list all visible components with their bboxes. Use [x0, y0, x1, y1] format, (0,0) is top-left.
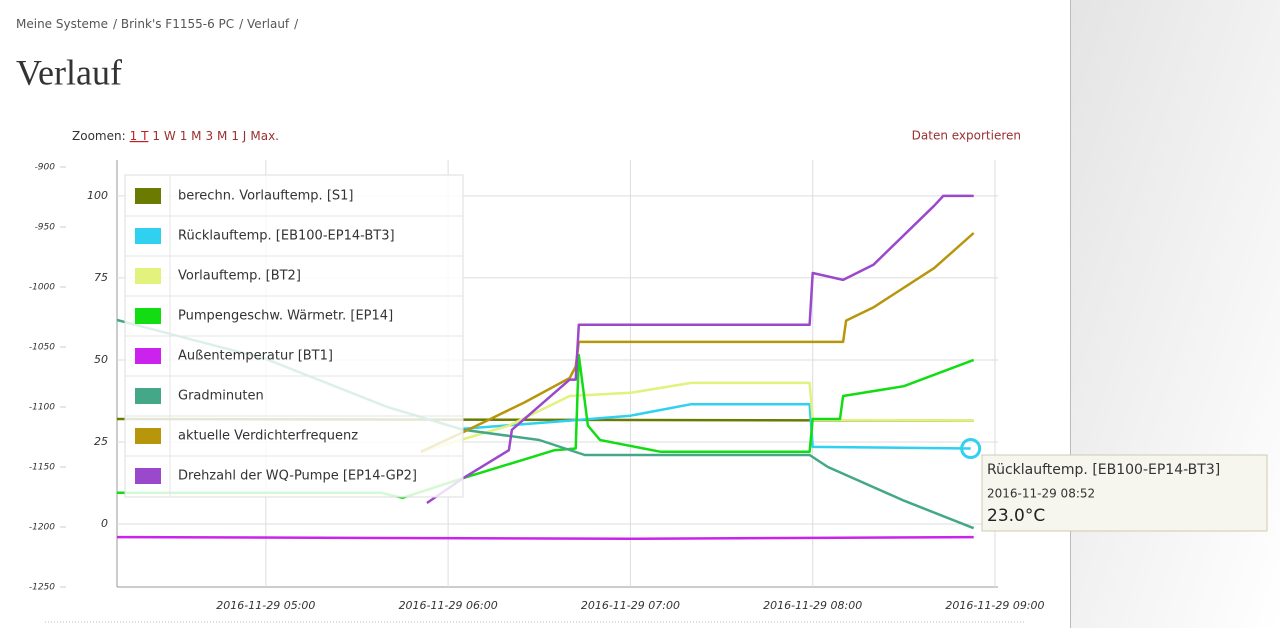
series-line [426, 194, 974, 505]
y2-tick-label: -950 [35, 223, 56, 233]
legend-label[interactable]: Rücklauftemp. [EB100-EP14-BT3] [178, 229, 395, 244]
legend-label[interactable]: berechn. Vorlauftemp. [S1] [178, 189, 354, 204]
series-line [420, 381, 974, 453]
tooltip-time: 2016-11-29 08:52 [987, 487, 1095, 501]
y2-tick-label: -900 [35, 163, 56, 173]
y-tick-label: 100 [87, 189, 108, 202]
tooltip-box [981, 454, 1268, 532]
breadcrumb-separator: / [113, 17, 118, 31]
legend-swatch[interactable] [135, 348, 161, 364]
y-tick-label: 75 [94, 271, 108, 284]
y2-tick-label: -1250 [29, 583, 55, 593]
breadcrumb-separator: / [294, 17, 299, 31]
tooltip-value: 23.0°C [987, 506, 1045, 526]
x-tick-label: 2016-11-29 06:00 [399, 599, 498, 612]
export-link[interactable]: Daten exportieren [912, 129, 1021, 143]
zoom-option[interactable]: 1 J [231, 129, 246, 143]
page-heading: Verlauf [16, 52, 122, 92]
legend-swatch[interactable] [135, 268, 161, 284]
breadcrumb-link[interactable]: Brink's F1155-6 PC [121, 17, 234, 31]
zoom-option[interactable]: 1 T [130, 129, 149, 143]
legend-swatch[interactable] [135, 428, 161, 444]
breadcrumb-separator: / [239, 17, 244, 31]
x-tick-label: 2016-11-29 05:00 [216, 599, 315, 612]
y-tick-label: 50 [94, 353, 108, 366]
legend-label[interactable]: Außentemperatur [BT1] [178, 349, 333, 364]
side-panel [1071, 0, 1280, 628]
legend-swatch[interactable] [135, 308, 161, 324]
zoom-option[interactable]: 1 M [180, 129, 202, 143]
series-line [116, 535, 974, 541]
zoom-option[interactable]: 1 W [152, 129, 175, 143]
breadcrumb-link[interactable]: Verlauf [247, 17, 290, 31]
legend-label[interactable]: Pumpengeschw. Wärmetr. [EP14] [178, 309, 393, 324]
y2-tick-label: -1200 [29, 523, 55, 533]
y2-tick-label: -1050 [29, 343, 55, 353]
hover-point [960, 438, 982, 460]
legend-swatch[interactable] [135, 228, 161, 244]
y-tick-label: 25 [94, 435, 108, 448]
breadcrumb: Meine Systeme / Brink's F1155-6 PC / Verla… [16, 17, 299, 31]
tooltip-series: Rücklauftemp. [EB100-EP14-BT3] [987, 462, 1220, 478]
legend-label[interactable]: Gradminuten [178, 389, 264, 404]
series-line [463, 402, 971, 450]
legend-swatch[interactable] [135, 388, 161, 404]
zoom-option[interactable]: Max. [250, 129, 279, 143]
legend-label[interactable]: Drehzahl der WQ-Pumpe [EP14-GP2] [178, 469, 417, 484]
legend-label[interactable]: Vorlauftemp. [BT2] [178, 269, 301, 284]
legend-swatch[interactable] [135, 468, 161, 484]
x-tick-label: 2016-11-29 09:00 [945, 599, 1044, 612]
y2-tick-label: -1150 [29, 463, 55, 473]
x-tick-label: 2016-11-29 08:00 [763, 599, 862, 612]
breadcrumb-link[interactable]: Meine Systeme [16, 17, 108, 31]
zoom-label: Zoomen: [72, 129, 126, 143]
x-tick-label: 2016-11-29 07:00 [581, 599, 680, 612]
zoom-option[interactable]: 3 M [206, 129, 228, 143]
legend-label[interactable]: aktuelle Verdichterfrequenz [178, 429, 358, 444]
y2-tick-label: -1000 [29, 283, 55, 293]
y2-tick-label: -1100 [29, 403, 55, 413]
legend-swatch[interactable] [135, 188, 161, 204]
y-tick-label: 0 [101, 517, 108, 530]
